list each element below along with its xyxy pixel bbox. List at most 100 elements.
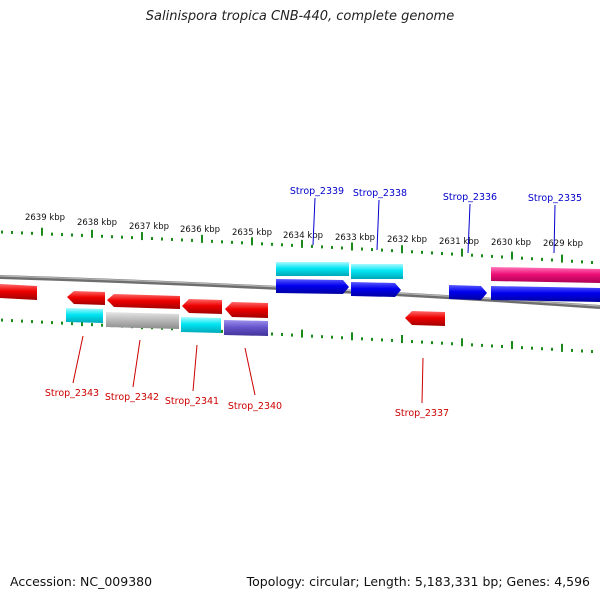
scale-tick <box>381 338 383 342</box>
scale-tick <box>101 323 103 327</box>
scale-tick <box>351 332 353 341</box>
gene-strop-2340-feature[interactable] <box>224 320 268 336</box>
gene-strop-2342-feature[interactable] <box>106 312 179 329</box>
scale-tick <box>361 337 363 341</box>
gene-label-strop-2339[interactable]: Strop_2339 <box>290 186 344 197</box>
gene-strop-2335-feature[interactable] <box>491 267 600 283</box>
gene-strop-2338-feature[interactable] <box>351 264 403 279</box>
scale-tick <box>511 341 513 350</box>
gene-label-strop-2342[interactable]: Strop_2342 <box>105 392 159 403</box>
scale-tick <box>211 239 213 243</box>
gene-strop-2341-cds[interactable] <box>182 299 222 314</box>
gene-strop-2335-cds[interactable] <box>491 286 600 302</box>
scale-tick <box>371 337 373 341</box>
scale-tick <box>341 336 343 340</box>
scale-tick <box>571 259 573 263</box>
scale-tick <box>121 235 123 239</box>
gene-label-strop-2338[interactable]: Strop_2338 <box>353 188 407 199</box>
scale-tick <box>291 243 293 247</box>
scale-tick <box>51 232 53 236</box>
scale-tick <box>511 251 513 260</box>
genome-summary-text: Topology: circular; Length: 5,183,331 bp… <box>246 574 590 589</box>
scale-tick <box>101 234 103 238</box>
scale-tick <box>381 248 383 252</box>
gene-label-strop-2336[interactable]: Strop_2336 <box>443 192 497 203</box>
scale-tick <box>531 346 533 350</box>
gene-label-strop-2341[interactable]: Strop_2341 <box>165 396 219 407</box>
scale-tick <box>431 341 433 345</box>
scale-tick <box>321 245 323 249</box>
scale-tick <box>61 233 63 237</box>
scale-tick <box>1 318 3 322</box>
scale-tick <box>181 238 183 242</box>
gene-edge-left-cds[interactable] <box>0 284 37 300</box>
scale-tick <box>191 238 193 242</box>
scale-tick <box>311 334 313 338</box>
scale-tick <box>221 329 223 333</box>
scale-tick <box>501 345 503 349</box>
label-leader-line <box>376 199 380 251</box>
gene-strop-2336-cds[interactable] <box>449 285 487 300</box>
gene-strop-2338-cds[interactable] <box>351 282 401 297</box>
scale-label: 2632 kbp <box>387 235 427 245</box>
scale-tick <box>51 321 53 325</box>
accession-text: Accession: NC_009380 <box>10 574 153 589</box>
gene-label-strop-2337[interactable]: Strop_2337 <box>395 408 449 419</box>
scale-tick <box>91 229 93 238</box>
scale-tick <box>421 250 423 254</box>
scale-label: 2631 kbp <box>439 237 479 247</box>
scale-tick <box>441 251 443 255</box>
scale-label: 2638 kbp <box>77 218 117 228</box>
scale-tick <box>21 319 23 323</box>
scale-tick <box>261 242 263 246</box>
scale-tick <box>521 256 523 260</box>
scale-tick <box>301 239 303 248</box>
scale-tick <box>71 322 73 326</box>
scale-tick <box>581 349 583 353</box>
scale-tick <box>481 254 483 258</box>
scale-tick <box>421 340 423 344</box>
scale-tick <box>401 245 403 254</box>
scale-tick <box>41 227 43 236</box>
scale-tick <box>461 338 463 347</box>
scale-tick <box>11 319 13 323</box>
scale-tick <box>391 249 393 253</box>
label-leader-line <box>312 197 316 246</box>
scale-tick <box>331 245 333 249</box>
gene-label-strop-2343[interactable]: Strop_2343 <box>45 388 99 399</box>
scale-tick <box>141 232 143 241</box>
scale-tick <box>551 258 553 262</box>
scale-tick <box>491 344 493 348</box>
scale-tick <box>201 234 203 243</box>
scale-tick <box>221 240 223 244</box>
label-leader-line <box>421 357 424 404</box>
scale-tick <box>571 348 573 352</box>
scale-tick <box>411 250 413 254</box>
gene-strop-2339-cds[interactable] <box>276 279 349 294</box>
scale-tick <box>351 242 353 251</box>
label-leader-line <box>553 204 556 254</box>
scale-tick <box>271 242 273 246</box>
label-leader-line <box>467 203 471 254</box>
scale-tick <box>281 243 283 247</box>
scale-tick <box>161 237 163 241</box>
scale-tick <box>41 320 43 324</box>
scale-tick <box>471 253 473 257</box>
gene-strop-2343-feature[interactable] <box>66 308 103 323</box>
scale-tick <box>451 342 453 346</box>
scale-label: 2629 kbp <box>543 239 583 249</box>
scale-tick <box>471 343 473 347</box>
gene-strop-2343-cds[interactable] <box>67 291 105 305</box>
gene-strop-2337-cds[interactable] <box>405 311 445 326</box>
gene-strop-2340-cds[interactable] <box>225 302 268 318</box>
gene-strop-2342-cds[interactable] <box>107 294 180 309</box>
label-leader-line <box>72 335 84 384</box>
gene-strop-2339-feature[interactable] <box>276 262 349 276</box>
gene-strop-2341-feature[interactable] <box>181 317 221 333</box>
gene-label-strop-2335[interactable]: Strop_2335 <box>528 193 582 204</box>
scale-tick <box>331 335 333 339</box>
gene-label-strop-2340[interactable]: Strop_2340 <box>228 401 282 412</box>
map-title: Salinispora tropica CNB-440, complete ge… <box>145 9 455 24</box>
scale-tick <box>311 244 313 248</box>
